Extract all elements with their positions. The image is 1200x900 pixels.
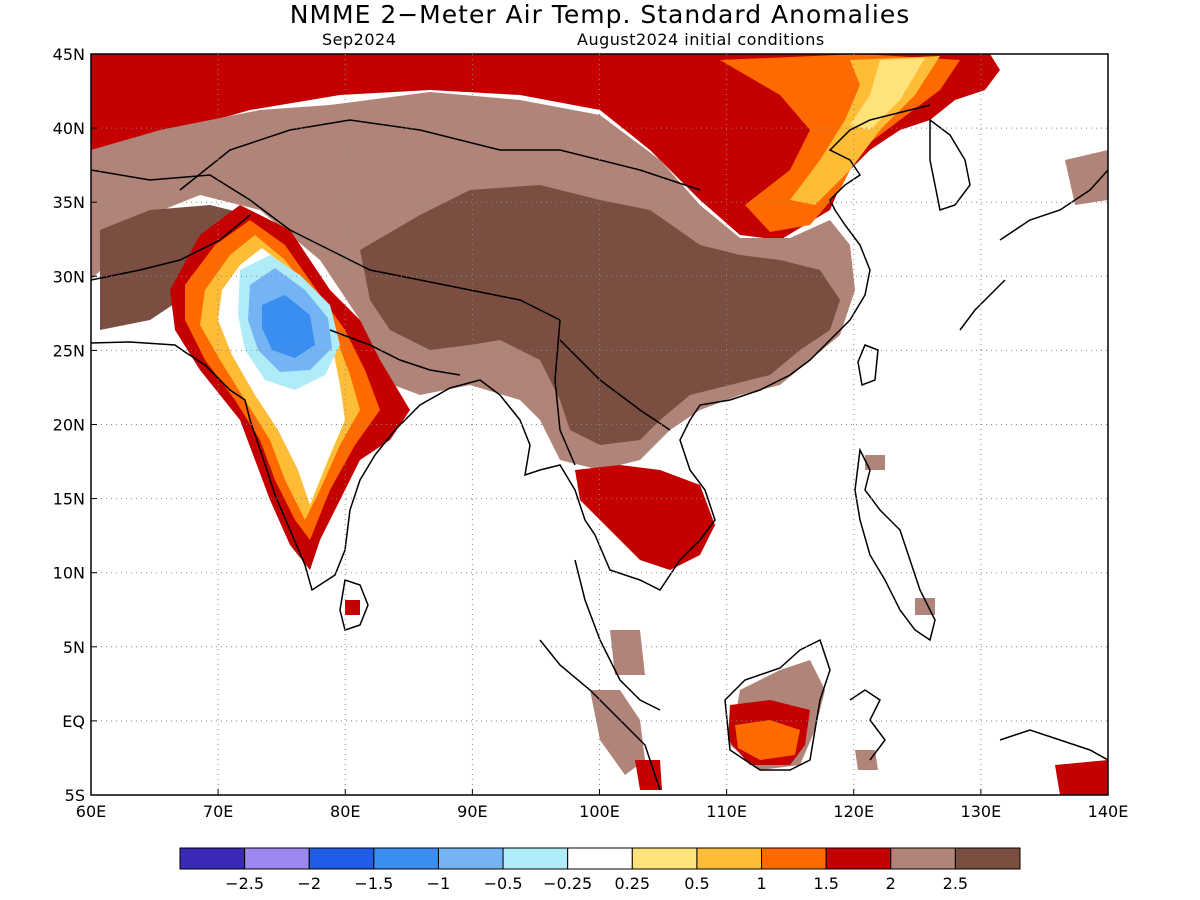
coastlines: [91, 104, 1108, 791]
lat-tick-label: 10N: [53, 564, 85, 583]
lat-tick-label: 30N: [53, 267, 85, 286]
anomaly-region: [855, 750, 878, 770]
colorbar-label: 0.25: [614, 874, 650, 893]
anomaly-region: [575, 465, 715, 570]
anomaly-region: [735, 720, 800, 760]
colorbar-label: 0.5: [684, 874, 709, 893]
anomaly-region: [360, 185, 840, 445]
valid-month: Sep2024: [322, 30, 397, 49]
anomaly-region: [865, 455, 885, 470]
init-conditions: August2024 initial conditions: [577, 30, 825, 49]
colorbar-label: −0.25: [543, 874, 592, 893]
lon-tick-label: 130E: [961, 802, 1002, 821]
colorbar-label: −1: [427, 874, 451, 893]
colorbar-swatch: [825, 847, 892, 870]
anomaly-region: [1055, 760, 1108, 795]
anomaly-region: [1065, 150, 1108, 205]
colorbar-swatch: [631, 847, 698, 870]
colorbar: −2.5 −2 −1.5 −1 −0.5 −0.25 0.25 0.5 1 1.5 2 2.5: [179, 847, 1021, 893]
colorbar-swatch: [437, 847, 504, 870]
lon-tick-label: 70E: [203, 802, 233, 821]
colorbar-label: 2.5: [943, 874, 968, 893]
map-title: NMME 2−Meter Air Temp. Standard Anomalie…: [289, 0, 911, 29]
longitude-tick-labels: 60E 70E 80E 90E 100E 110E 120E 130E 140E: [76, 802, 1129, 821]
anomaly-region: [850, 58, 925, 130]
lat-tick-label: 40N: [53, 119, 85, 138]
anomaly-region: [345, 600, 360, 615]
colorbar-label: 2: [886, 874, 896, 893]
colorbar-swatch: [373, 847, 439, 870]
colorbar-swatch: [954, 847, 1021, 870]
lat-tick-label: 5N: [63, 638, 85, 657]
lat-tick-label: 25N: [53, 341, 85, 360]
lon-tick-label: 140E: [1088, 802, 1129, 821]
colorbar-label: −2: [297, 874, 321, 893]
colorbar-swatch: [308, 847, 375, 870]
colorbar-label: −1.5: [354, 874, 393, 893]
colorbar-swatch: [761, 847, 827, 870]
colorbar-swatch: [567, 847, 633, 870]
lat-tick-label: 45N: [53, 45, 85, 64]
colorbar-swatch: [890, 847, 956, 870]
colorbar-swatch: [179, 847, 246, 870]
anomaly-region: [590, 690, 645, 775]
lon-tick-label: 120E: [833, 802, 874, 821]
lat-tick-label: 20N: [53, 416, 85, 435]
lat-tick-label: 15N: [53, 490, 85, 509]
colorbar-label: 1: [756, 874, 766, 893]
lat-tick-label: EQ: [62, 712, 85, 731]
gridlines: [90, 53, 1109, 796]
lon-tick-label: 110E: [706, 802, 747, 821]
lat-tick-label: 35N: [53, 193, 85, 212]
lon-tick-label: 100E: [579, 802, 620, 821]
lon-tick-label: 90E: [457, 802, 487, 821]
anomaly-field: [91, 54, 1108, 795]
colorbar-swatch: [244, 847, 310, 870]
lon-tick-label: 80E: [330, 802, 360, 821]
colorbar-label: −2.5: [225, 874, 264, 893]
colorbar-swatch: [502, 847, 569, 870]
lat-tick-label: 5S: [65, 786, 85, 805]
colorbar-label: −0.5: [484, 874, 523, 893]
anomaly-region: [262, 295, 315, 358]
anomaly-region: [610, 630, 645, 675]
anomaly-region: [635, 760, 662, 790]
latitude-tick-labels: 45N 40N 35N 30N 25N 20N 15N 10N 5N EQ 5S: [53, 45, 85, 805]
lon-tick-label: 60E: [76, 802, 106, 821]
colorbar-label: 1.5: [813, 874, 838, 893]
colorbar-swatch: [696, 847, 763, 870]
